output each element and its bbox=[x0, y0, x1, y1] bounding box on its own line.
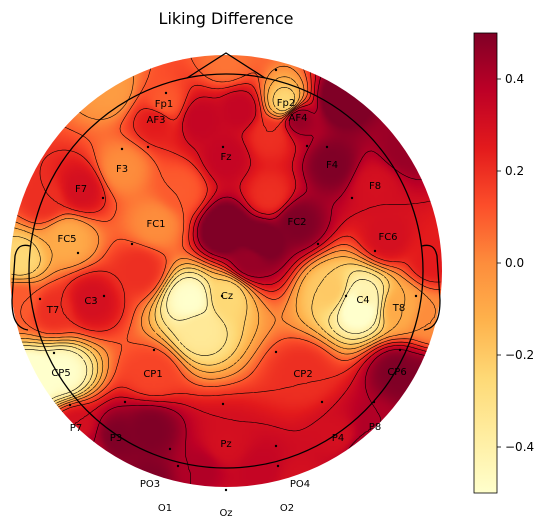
colorbar-tick-label: 0.0 bbox=[505, 256, 524, 270]
contour-line bbox=[11, 87, 390, 431]
colorbar: 0.4 0.2 0.0 −0.2 −0.4 bbox=[473, 32, 534, 494]
electrode-label-po4: PO4 bbox=[290, 479, 310, 490]
electrode-label-af3: AF3 bbox=[147, 115, 166, 126]
contour-line bbox=[11, 277, 379, 417]
electrode-label-fc5: FC5 bbox=[57, 234, 76, 245]
electrode-marker-o2 bbox=[276, 464, 280, 468]
electrode-label-p7: P7 bbox=[70, 423, 82, 434]
electrode-marker-cp6 bbox=[398, 348, 402, 352]
electrode-marker-o1 bbox=[176, 464, 180, 468]
head-circle bbox=[28, 73, 424, 469]
colorbar-body bbox=[473, 32, 498, 494]
electrode-marker-t7 bbox=[38, 297, 42, 301]
electrode-marker-t8 bbox=[414, 294, 418, 298]
electrode-marker-fz bbox=[221, 145, 225, 149]
electrode-label-oz: Oz bbox=[219, 508, 232, 519]
electrode-marker-f7 bbox=[101, 196, 105, 200]
electrode-marker-cp2 bbox=[274, 350, 278, 354]
electrode-label-c3: C3 bbox=[84, 296, 97, 307]
electrode-label-f7: F7 bbox=[75, 184, 87, 195]
electrode-marker-fc2 bbox=[316, 242, 320, 246]
electrode-label-fc1: FC1 bbox=[146, 219, 165, 230]
electrode-label-c4: C4 bbox=[356, 295, 369, 306]
electrode-marker-fc1 bbox=[130, 242, 134, 246]
electrode-marker-po4 bbox=[274, 444, 278, 448]
electrode-label-cp6: CP6 bbox=[387, 367, 406, 378]
electrode-label-af4: AF4 bbox=[289, 113, 308, 124]
left-ear bbox=[11, 244, 31, 331]
electrode-marker-p8 bbox=[372, 400, 376, 404]
electrode-marker-cp5 bbox=[52, 351, 56, 355]
electrode-label-o1: O1 bbox=[158, 503, 172, 514]
electrode-label-f3: F3 bbox=[116, 164, 128, 175]
electrode-marker-fp2 bbox=[274, 68, 278, 72]
electrode-marker-c4 bbox=[344, 294, 348, 298]
electrode-marker-c3 bbox=[102, 294, 106, 298]
electrode-label-pz: Pz bbox=[220, 439, 231, 450]
electrode-label-cp1: CP1 bbox=[143, 369, 162, 380]
electrode-label-p4: P4 bbox=[332, 433, 344, 444]
electrode-marker-oz bbox=[224, 488, 228, 492]
colorbar-tick-label: −0.4 bbox=[505, 440, 534, 454]
electrode-label-t8: T8 bbox=[392, 303, 405, 314]
electrode-label-po3: PO3 bbox=[140, 479, 160, 490]
electrode-marker-po3 bbox=[168, 447, 172, 451]
head-outline bbox=[11, 52, 441, 469]
electrode-label-p3: P3 bbox=[110, 433, 122, 444]
electrode-marker-fc5 bbox=[76, 251, 80, 255]
electrode-marker-f3 bbox=[120, 147, 124, 151]
chart-title: Liking Difference bbox=[159, 9, 294, 28]
right-ear bbox=[421, 244, 441, 331]
electrode-label-fc6: FC6 bbox=[378, 232, 397, 243]
electrode-label-cp2: CP2 bbox=[293, 369, 312, 380]
electrode-label-f4: F4 bbox=[326, 160, 338, 171]
electrode-label-o2: O2 bbox=[280, 503, 294, 514]
contour-line bbox=[11, 270, 384, 424]
electrode-label-t7: T7 bbox=[46, 305, 59, 316]
electrode-label-fc2: FC2 bbox=[287, 217, 306, 228]
electrode-label-p8: P8 bbox=[369, 422, 381, 433]
contour-lines bbox=[11, 56, 441, 486]
electrode-marker-p7 bbox=[68, 403, 72, 407]
electrode-marker-fp1 bbox=[164, 91, 168, 95]
electrode-label-f8: F8 bbox=[369, 181, 381, 192]
electrode-marker-cz bbox=[220, 294, 224, 298]
electrode-label-cz: Cz bbox=[221, 291, 233, 302]
electrode-marker-af4 bbox=[305, 144, 309, 148]
electrode-label-cp5: CP5 bbox=[51, 368, 70, 379]
colorbar-tick-label: −0.2 bbox=[505, 348, 534, 362]
electrode-label-fp2: Fp2 bbox=[277, 98, 295, 109]
electrode-marker-p3 bbox=[123, 400, 127, 404]
nose bbox=[186, 52, 266, 79]
electrode-layer: Fp1 Fp2 AF3 AF4 F3 Fz F4 F7 F8 FC1 FC2 FC5 FC6 T7 C3 Cz… bbox=[38, 68, 418, 519]
electrode-marker-fc6 bbox=[373, 249, 377, 253]
electrode-marker-f4 bbox=[325, 145, 329, 149]
electrode-marker-af3 bbox=[146, 145, 150, 149]
colorbar-tick-label: 0.2 bbox=[505, 164, 524, 178]
electrode-marker-pz bbox=[221, 402, 225, 406]
colorbar-ticks: 0.4 0.2 0.0 −0.2 −0.4 bbox=[497, 72, 534, 454]
contour-line bbox=[11, 76, 406, 438]
colorbar-tick-label: 0.4 bbox=[505, 72, 524, 86]
electrode-marker-cp1 bbox=[152, 348, 156, 352]
electrode-label-fz: Fz bbox=[220, 152, 231, 163]
electrode-label-fp1: Fp1 bbox=[155, 99, 173, 110]
electrode-marker-f8 bbox=[350, 196, 354, 200]
electrode-marker-p4 bbox=[320, 400, 324, 404]
